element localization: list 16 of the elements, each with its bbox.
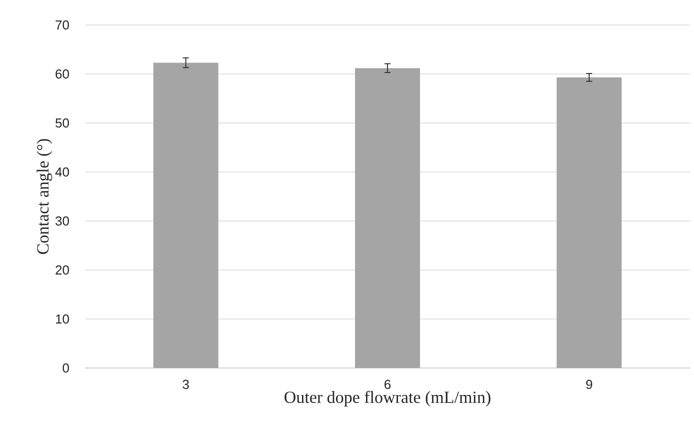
bar — [153, 62, 218, 368]
bar — [355, 68, 420, 368]
x-tick-label: 9 — [586, 380, 592, 390]
y-tick-label: 50 — [56, 118, 69, 128]
y-tick-label: 40 — [55, 167, 69, 177]
y-tick-label: 20 — [56, 265, 69, 275]
x-tick-label: 3 — [182, 380, 189, 390]
x-tick-label: 6 — [384, 380, 391, 390]
y-tick-label: 30 — [56, 216, 69, 226]
bar — [556, 77, 622, 368]
y-tick-label: 0 — [62, 363, 69, 373]
y-tick-label: 70 — [56, 20, 69, 30]
x-axis-title: Outer dope flowrate (mL/min) — [284, 390, 490, 406]
y-tick-label: 60 — [56, 69, 69, 79]
y-tick-label: 10 — [56, 314, 69, 324]
y-axis-title: Contact angle (°) — [36, 139, 52, 254]
